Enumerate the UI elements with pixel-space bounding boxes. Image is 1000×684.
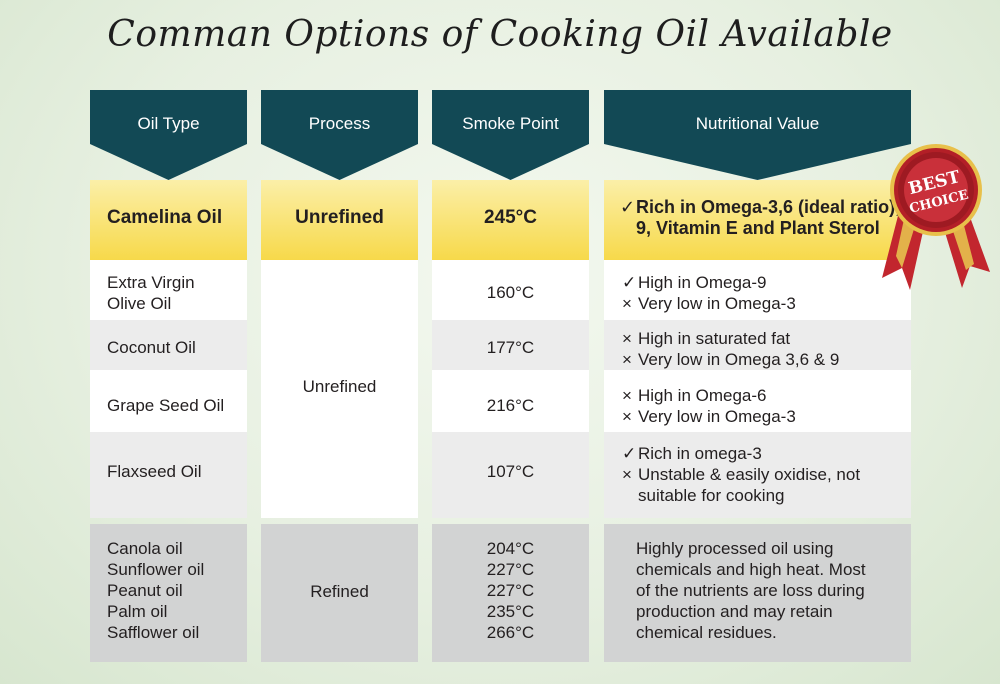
unrefined-process: Unrefined (302, 377, 377, 396)
refined-oil-cell (90, 524, 247, 662)
featured-smoke-point: 245°C (483, 207, 538, 228)
refined-nutrition: Highly processed oil using chemicals and… (636, 539, 866, 642)
refined-oil-names: Canola oil Sunflower oil Peanut oil Palm… (107, 539, 205, 642)
featured-cell-nutrition (604, 180, 911, 260)
stripe-flaxseed-oil (90, 432, 247, 518)
cross-icon: × (622, 329, 632, 348)
check-icon: ✓ (622, 444, 637, 463)
best-choice-badge: BEST CHOICE (882, 144, 990, 290)
page-title: Comman Options of Cooking Oil Available (107, 14, 893, 55)
nutrition-flaxseed: ✓ Rich in omega-3 × Unstable & easily oxid… (622, 444, 861, 505)
featured-nutrition: ✓ Rich in Omega-3,6 (ideal ratio), 9, Vi… (620, 197, 905, 239)
oil-name-flaxseed: Flaxseed Oil (107, 462, 202, 481)
featured-process: Unrefined (295, 207, 384, 228)
refined-process: Refined (310, 582, 369, 601)
oil-name-coconut: Coconut Oil (107, 338, 196, 357)
cross-icon: × (622, 350, 632, 369)
smoke-point-olive: 160°C (486, 283, 535, 302)
nutrition-grape-seed: × High in Omega-6 × Very low in Omega-3 (622, 386, 796, 426)
cross-icon: × (622, 465, 632, 484)
stripe-coconut-smoke (432, 320, 589, 370)
oil-name-grape-seed: Grape Seed Oil (107, 396, 225, 415)
refined-smoke-points: 204°C 227°C 227°C 235°C 266°C (486, 539, 535, 642)
oil-name-olive: Extra Virgin Olive Oil (107, 273, 195, 313)
smoke-point-flaxseed: 107°C (486, 462, 535, 481)
featured-cell-process (261, 180, 418, 260)
stripe-coconut-oil (90, 320, 247, 370)
cross-icon: × (622, 386, 632, 405)
smoke-point-grape-seed: 216°C (486, 396, 535, 415)
stripe-coconut-nutrition (604, 320, 911, 370)
nutrition-coconut: × High in saturated fat × Very low in Omeg… (622, 329, 840, 369)
featured-oil-name: Camelina Oil (107, 207, 223, 228)
featured-nutrition-text: Rich in Omega-3,6 (ideal ratio), 9, Vita… (636, 197, 901, 238)
stripe-flaxseed-smoke (432, 432, 589, 518)
featured-cell-smoke (432, 180, 589, 260)
check-icon: ✓ (620, 197, 636, 217)
cross-icon: × (622, 294, 632, 313)
refined-process-cell (261, 524, 418, 662)
nutrition-olive: ✓ High in Omega-9 × Very low in Omega-3 (622, 273, 796, 313)
stripe-flaxseed-nutrition (604, 432, 911, 518)
check-icon: ✓ (622, 273, 637, 292)
refined-smoke-cell (432, 524, 589, 662)
cross-icon: × (622, 407, 632, 426)
refined-nutrition-cell (604, 524, 911, 662)
smoke-point-coconut: 177°C (486, 338, 535, 357)
featured-cell-oil (90, 180, 247, 260)
